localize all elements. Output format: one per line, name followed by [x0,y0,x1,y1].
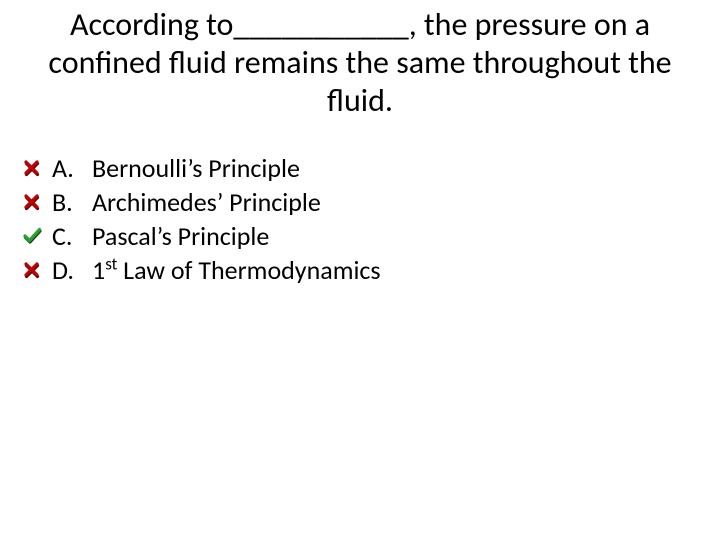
option-text: Pascal’s Principle [92,220,269,252]
options-list: A. Bernoulli’s Principle B. Archimedes’ … [18,152,690,288]
x-icon [18,261,46,279]
option-text: Archimedes’ Principle [92,186,321,218]
slide: According to___________, the pressure on… [0,0,720,540]
option-text: 1st Law of Thermodynamics [92,254,381,286]
option-a: A. Bernoulli’s Principle [18,152,690,184]
option-d: D. 1st Law of Thermodynamics [18,254,690,286]
check-icon [18,227,46,245]
option-letter: A. [46,152,92,184]
option-letter: D. [46,254,92,286]
option-letter: B. [46,186,92,218]
option-c: C. Pascal’s Principle [18,220,690,252]
x-icon [18,159,46,177]
option-text: Bernoulli’s Principle [92,152,300,184]
option-b: B. Archimedes’ Principle [18,186,690,218]
question-text: According to___________, the pressure on… [30,6,690,119]
x-icon [18,193,46,211]
option-letter: C. [46,220,92,252]
